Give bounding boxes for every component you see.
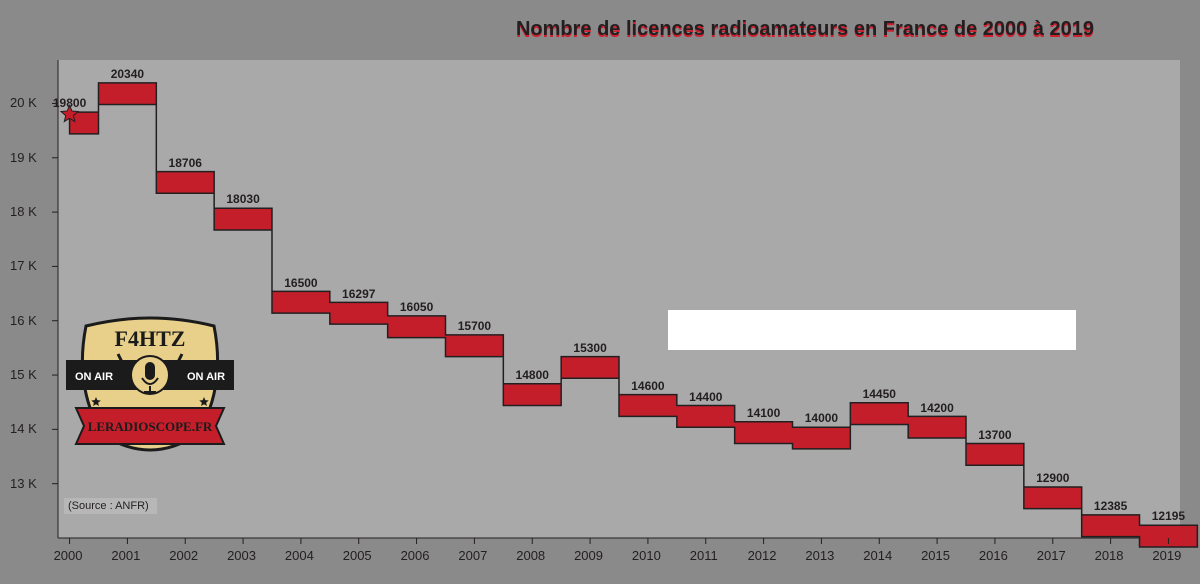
data-point-label: 16297 bbox=[342, 287, 375, 301]
data-point-label: 12195 bbox=[1152, 509, 1185, 523]
data-point-label: 19800 bbox=[53, 96, 86, 110]
y-tick-label: 19 K bbox=[10, 150, 37, 165]
data-point-label: 18706 bbox=[169, 156, 202, 170]
data-point-label: 14450 bbox=[863, 387, 896, 401]
data-point-label: 15700 bbox=[458, 319, 491, 333]
chart-container: Nombre de licences radioamateurs en Fran… bbox=[0, 0, 1200, 584]
y-tick-label: 20 K bbox=[10, 95, 37, 110]
x-tick-label: 2000 bbox=[54, 548, 83, 563]
x-tick-label: 2019 bbox=[1152, 548, 1181, 563]
x-tick-label: 2009 bbox=[574, 548, 603, 563]
y-tick-label: 15 K bbox=[10, 367, 37, 382]
x-tick-label: 2013 bbox=[805, 548, 834, 563]
y-tick-label: 14 K bbox=[10, 421, 37, 436]
x-tick-label: 2018 bbox=[1095, 548, 1124, 563]
data-point-label: 18030 bbox=[226, 192, 259, 206]
y-tick-label: 13 K bbox=[10, 476, 37, 491]
y-tick-label: 18 K bbox=[10, 204, 37, 219]
svg-text:F4HTZ: F4HTZ bbox=[115, 326, 186, 351]
x-tick-label: 2005 bbox=[343, 548, 372, 563]
svg-text:ON AIR: ON AIR bbox=[187, 371, 225, 383]
data-point-label: 16050 bbox=[400, 300, 433, 314]
y-tick-label: 17 K bbox=[10, 258, 37, 273]
data-point-label: 14100 bbox=[747, 406, 780, 420]
data-point-label: 13700 bbox=[978, 428, 1011, 442]
svg-text:LERADIOSCOPE.FR: LERADIOSCOPE.FR bbox=[88, 419, 213, 434]
source-text: (Source : ANFR) bbox=[68, 500, 149, 512]
x-tick-label: 2006 bbox=[401, 548, 430, 563]
data-point-label: 14600 bbox=[631, 379, 664, 393]
x-tick-label: 2007 bbox=[458, 548, 487, 563]
x-tick-label: 2017 bbox=[1037, 548, 1066, 563]
x-tick-label: 2014 bbox=[863, 548, 892, 563]
data-point-label: 16500 bbox=[284, 276, 317, 290]
data-point-label: 20340 bbox=[111, 67, 144, 81]
x-tick-label: 2016 bbox=[979, 548, 1008, 563]
station-logo: F4HTZ ON AIR ON AIR LERADIOSCOPE.FR bbox=[66, 316, 234, 470]
x-tick-label: 2002 bbox=[169, 548, 198, 563]
x-tick-label: 2010 bbox=[632, 548, 661, 563]
data-point-label: 14200 bbox=[920, 401, 953, 415]
chart-svg-layer bbox=[0, 0, 1200, 584]
x-tick-label: 2008 bbox=[516, 548, 545, 563]
svg-text:ON AIR: ON AIR bbox=[75, 371, 113, 383]
data-point-label: 14400 bbox=[689, 390, 722, 404]
data-point-label: 14000 bbox=[805, 411, 838, 425]
data-point-label: 12900 bbox=[1036, 471, 1069, 485]
x-tick-label: 2004 bbox=[285, 548, 314, 563]
logo-svg: F4HTZ ON AIR ON AIR LERADIOSCOPE.FR bbox=[66, 316, 234, 470]
data-point-label: 12385 bbox=[1094, 499, 1127, 513]
x-tick-label: 2003 bbox=[227, 548, 256, 563]
y-tick-label: 16 K bbox=[10, 313, 37, 328]
x-tick-label: 2011 bbox=[690, 548, 718, 563]
white-overlay-box bbox=[668, 310, 1076, 350]
data-point-label: 15300 bbox=[573, 341, 606, 355]
x-tick-label: 2001 bbox=[111, 548, 140, 563]
x-tick-label: 2012 bbox=[748, 548, 777, 563]
data-point-label: 14800 bbox=[516, 368, 549, 382]
x-tick-label: 2015 bbox=[921, 548, 950, 563]
